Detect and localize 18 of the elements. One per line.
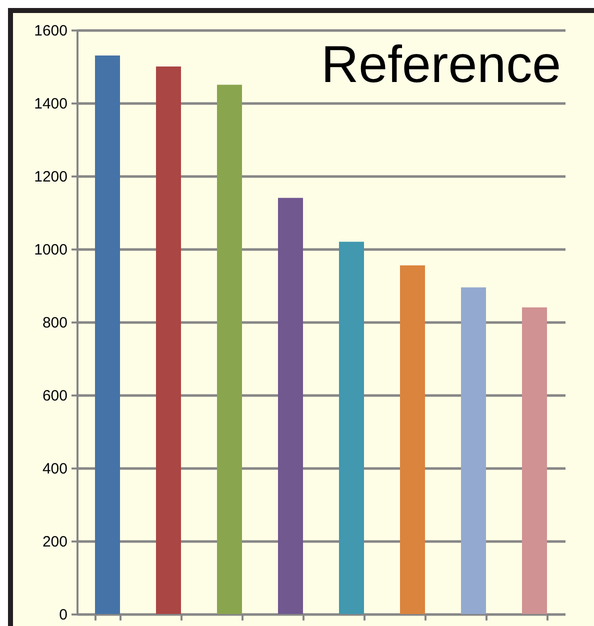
bar <box>95 56 120 614</box>
chart-title: Reference <box>321 36 561 94</box>
bar <box>400 265 425 614</box>
y-tick-label: 1200 <box>34 168 68 186</box>
y-tick-label: 1000 <box>34 242 68 258</box>
bar <box>339 242 364 614</box>
y-tick-label: 1400 <box>34 96 68 112</box>
bar <box>278 198 303 614</box>
bar <box>522 307 547 614</box>
bar <box>156 66 181 614</box>
y-tick-label: 0 <box>59 606 68 624</box>
bar <box>461 287 486 614</box>
y-tick-label: 400 <box>42 460 68 478</box>
bar <box>217 84 242 614</box>
y-tick-label: 800 <box>42 314 68 332</box>
y-tick-label: 200 <box>42 534 68 550</box>
y-tick-label: 1600 <box>34 22 68 40</box>
y-tick-label: 600 <box>42 388 68 404</box>
